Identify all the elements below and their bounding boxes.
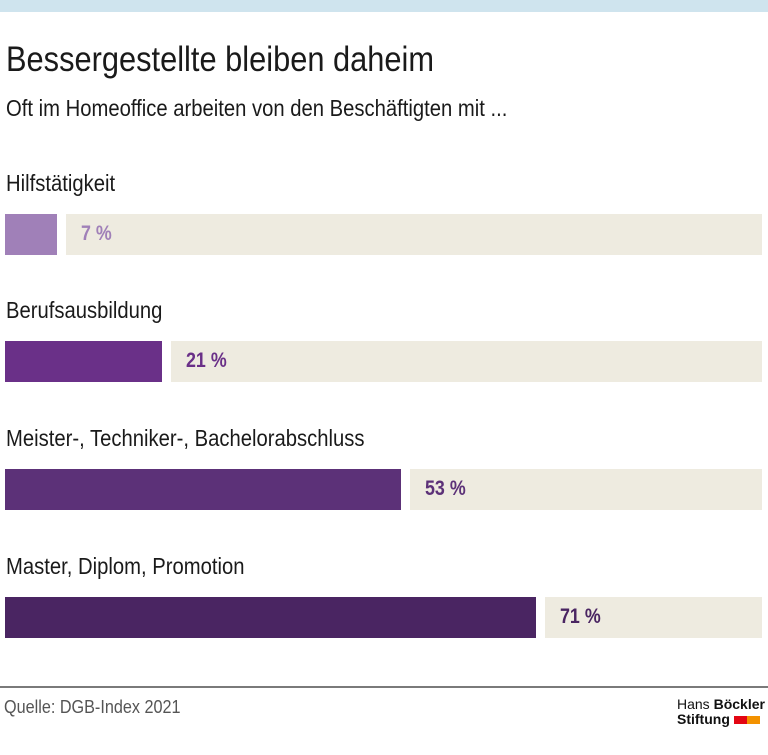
top-strip	[0, 0, 768, 12]
logo-mark	[746, 716, 760, 725]
data-label: 71 %	[560, 605, 601, 628]
bar-remainder	[66, 214, 762, 255]
bar	[5, 597, 537, 638]
category-label: Meister-, Techniker-, Bachelorabschluss	[6, 425, 365, 451]
data-label: 53 %	[425, 477, 467, 500]
bar	[5, 341, 163, 382]
source-note: Quelle: DGB-Index 2021	[4, 697, 181, 717]
chart-title: Bessergestellte bleiben daheim	[6, 40, 435, 79]
category-label: Berufsausbildung	[6, 297, 163, 323]
bar	[5, 214, 58, 255]
bar-remainder	[410, 469, 762, 510]
logo-text: Stiftung	[677, 711, 730, 727]
data-label: 21 %	[186, 349, 227, 372]
category-label: Master, Diplom, Promotion	[6, 553, 245, 579]
bar-remainder	[545, 597, 762, 638]
bar	[5, 469, 402, 510]
hans-boeckler-logo: Hans Böckler Stiftung	[677, 697, 765, 727]
logo-mark	[733, 716, 747, 725]
bar-remainder	[171, 341, 762, 382]
category-label: Hilfstätigkeit	[6, 170, 116, 196]
chart-subtitle: Oft im Homeoffice arbeiten von den Besch…	[6, 95, 508, 121]
divider	[0, 686, 768, 688]
logo-text: Hans	[677, 696, 714, 712]
logo-text: Böckler	[713, 696, 765, 712]
data-label: 7 %	[81, 222, 113, 245]
